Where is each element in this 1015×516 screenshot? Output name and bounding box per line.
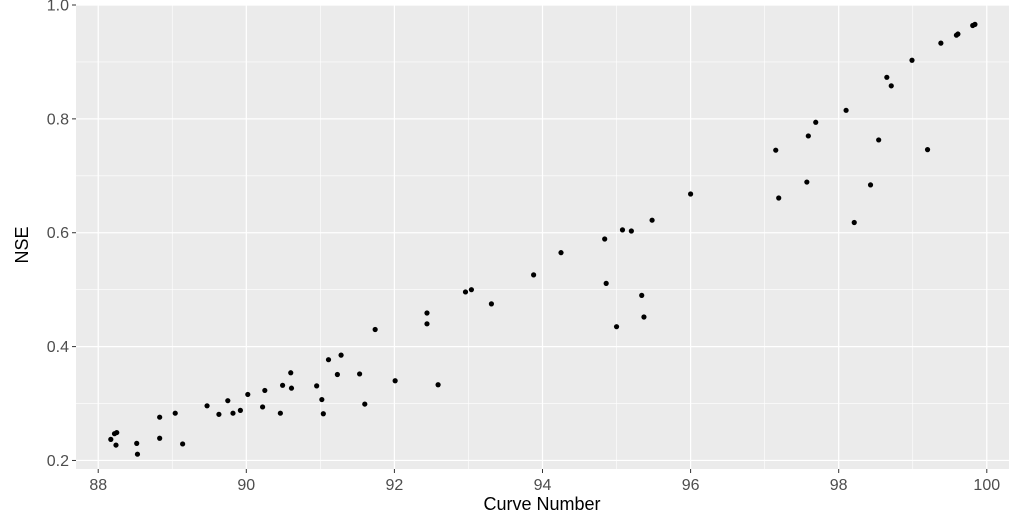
data-point — [628, 228, 634, 234]
data-point — [776, 195, 782, 201]
data-point — [805, 133, 811, 139]
data-point — [602, 236, 608, 242]
data-point — [924, 147, 931, 153]
data-point — [938, 40, 944, 46]
data-point — [338, 352, 344, 358]
data-point — [277, 410, 283, 416]
y-axis-title: NSE — [12, 226, 32, 263]
data-point — [357, 371, 363, 377]
data-point — [325, 357, 332, 363]
y-tick-label: 1.0 — [47, 0, 69, 15]
data-point — [216, 411, 222, 417]
data-point — [649, 217, 655, 223]
data-point — [260, 404, 266, 410]
data-point — [804, 179, 810, 185]
data-point — [392, 378, 398, 384]
data-point — [113, 442, 119, 448]
x-axis: 88 90 92 94 96 98 100 — [89, 469, 1000, 494]
data-point — [888, 83, 894, 89]
data-point — [114, 429, 120, 436]
data-point — [531, 272, 537, 278]
data-point — [372, 326, 378, 333]
data-point — [435, 382, 441, 388]
x-tick-label: 100 — [973, 477, 1000, 494]
data-point — [172, 410, 178, 416]
data-point — [245, 391, 251, 398]
data-point — [108, 436, 114, 442]
data-point — [134, 451, 141, 457]
data-point — [613, 324, 620, 330]
data-point — [603, 280, 609, 286]
data-point — [851, 219, 857, 226]
y-tick-label: 0.2 — [47, 453, 69, 470]
data-point — [955, 31, 961, 37]
x-tick-label: 98 — [830, 477, 848, 494]
y-tick-label: 0.4 — [47, 339, 69, 356]
data-point — [876, 137, 882, 143]
data-point — [972, 21, 978, 27]
data-point — [262, 387, 268, 394]
data-point — [320, 411, 326, 417]
data-point — [468, 287, 475, 293]
y-tick-label: 0.6 — [47, 225, 69, 242]
data-point — [639, 292, 645, 298]
data-point — [843, 107, 849, 113]
data-point — [909, 57, 915, 63]
data-points — [108, 21, 978, 457]
data-point — [288, 370, 294, 376]
y-tick-label: 0.8 — [47, 111, 69, 128]
data-point — [334, 371, 340, 378]
data-point — [488, 301, 495, 307]
data-point — [279, 382, 286, 388]
data-point — [867, 182, 874, 188]
data-point — [362, 401, 368, 407]
data-point — [288, 385, 295, 391]
data-point — [424, 321, 430, 327]
data-point — [558, 250, 564, 256]
y-axis: 0.2 0.4 0.6 0.8 1.0 — [47, 0, 76, 470]
data-point — [641, 314, 647, 320]
x-tick-label: 92 — [386, 477, 404, 494]
x-axis-title: Curve Number — [483, 494, 600, 514]
data-point — [462, 289, 469, 295]
data-point — [319, 396, 325, 403]
data-point — [813, 119, 819, 125]
data-point — [619, 227, 626, 233]
data-point — [424, 310, 430, 316]
x-tick-label: 88 — [89, 477, 107, 494]
grid-lines — [76, 4, 1009, 469]
data-point — [230, 410, 236, 416]
data-point — [225, 398, 231, 404]
x-tick-label: 94 — [534, 477, 552, 494]
data-point — [134, 440, 140, 446]
data-point — [237, 407, 243, 413]
data-point — [884, 74, 890, 80]
x-tick-label: 96 — [682, 477, 700, 494]
data-point — [314, 383, 320, 389]
data-point — [157, 414, 163, 420]
data-point — [687, 191, 694, 197]
data-point — [157, 435, 163, 441]
data-point — [204, 403, 210, 409]
data-point — [773, 147, 779, 153]
x-tick-label: 90 — [237, 477, 255, 494]
data-point — [180, 441, 186, 447]
